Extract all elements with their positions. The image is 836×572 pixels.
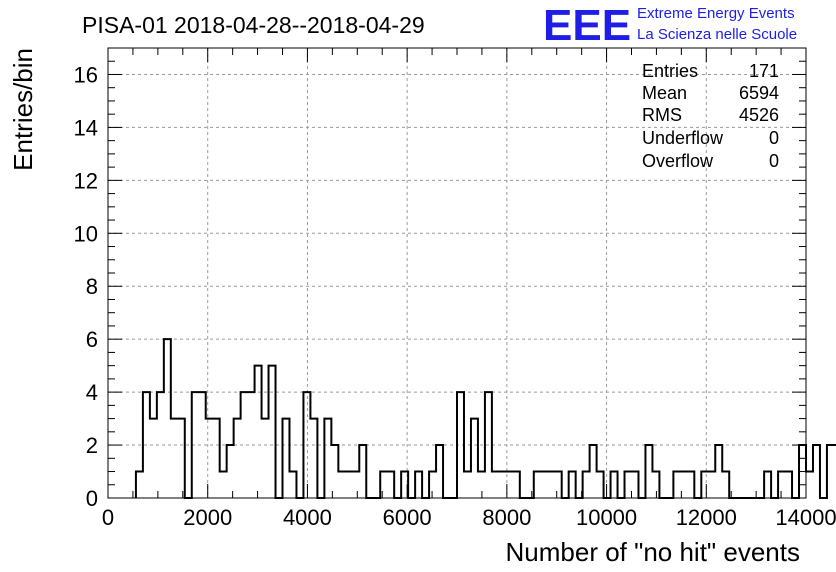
histogram-bin	[499, 472, 506, 498]
logo-line2: La Scienza nelle Scuole	[637, 26, 797, 43]
histogram-bin	[597, 472, 604, 498]
x-tick-label: 8000	[482, 505, 531, 530]
stats-mean-value: 6594	[739, 83, 779, 103]
histogram-bin	[785, 472, 792, 498]
histogram-bin	[220, 472, 227, 498]
histogram-bin	[150, 419, 157, 498]
stats-rms-label: RMS	[642, 105, 682, 125]
y-tick-label: 16	[74, 62, 98, 87]
stats-overflow-label: Overflow	[642, 151, 714, 171]
histogram-bin	[269, 366, 276, 498]
axes: 0 2000 4000 6000 8000 10000 12000 14000 0 2 4 6 8 10 1…	[74, 47, 836, 530]
histogram-bin	[387, 472, 394, 498]
stats-rms-value: 4526	[739, 105, 779, 125]
x-tick-label: 14000	[775, 505, 836, 530]
histogram-bin	[701, 472, 708, 498]
histogram-bin	[806, 472, 813, 498]
histogram-bin	[380, 472, 387, 498]
histogram-bin	[310, 419, 317, 498]
histogram-bin	[262, 419, 269, 498]
x-tick-label: 10000	[576, 505, 637, 530]
histogram-bin	[338, 472, 345, 498]
histogram-bin	[827, 445, 834, 498]
histogram-bin	[722, 472, 729, 498]
histogram-bin	[625, 472, 632, 498]
histogram-bin	[764, 472, 771, 498]
histogram-bin	[415, 472, 422, 498]
histogram-bin	[569, 472, 576, 498]
histogram-bin	[359, 445, 366, 498]
histogram-bin	[632, 472, 639, 498]
histogram-bin	[227, 445, 234, 498]
histogram-bin	[283, 419, 290, 498]
histogram-bin	[715, 445, 722, 498]
logo-mark: EEE	[543, 1, 631, 50]
histogram-bin	[178, 419, 185, 498]
histogram-bin	[583, 472, 590, 498]
logo-line1: Extreme Energy Events	[637, 5, 795, 22]
y-tick-label: 12	[74, 168, 98, 193]
y-axis-label: Entries/bin	[8, 48, 38, 171]
histogram-bin	[590, 445, 597, 498]
grid	[108, 48, 806, 498]
y-tick-label: 4	[86, 380, 98, 405]
histogram-bin	[436, 445, 443, 498]
x-axis-label: Number of "no hit" events	[506, 537, 801, 567]
x-tick-label: 4000	[283, 505, 332, 530]
x-tick-label: 2000	[183, 505, 232, 530]
histogram-bin	[708, 472, 715, 498]
histogram-bin	[206, 419, 213, 498]
y-tick-label: 6	[86, 327, 98, 352]
y-tick-label: 2	[86, 433, 98, 458]
histogram-bin	[255, 366, 262, 498]
histogram-bin	[345, 472, 352, 498]
x-tick-label: 12000	[676, 505, 737, 530]
histogram-bin	[464, 472, 471, 498]
histogram-bin	[136, 472, 143, 498]
histogram-bin	[352, 472, 359, 498]
histogram-bin	[471, 419, 478, 498]
histogram-bin	[164, 339, 171, 498]
stats-underflow-value: 0	[769, 128, 779, 148]
x-tick-label: 0	[102, 505, 114, 530]
y-tick-label: 8	[86, 274, 98, 299]
chart-title: PISA-01 2018-04-28--2018-04-29	[82, 12, 425, 38]
histogram-bin	[645, 445, 652, 498]
histogram-bin	[548, 472, 555, 498]
histogram-bin	[534, 472, 541, 498]
y-tick-label: 14	[74, 115, 98, 140]
histogram-bin	[541, 472, 548, 498]
stats-entries-value: 171	[749, 61, 779, 81]
histogram-bin	[213, 419, 220, 498]
histogram-bin	[611, 472, 618, 498]
histogram-bin	[234, 419, 241, 498]
histogram-bin	[171, 419, 178, 498]
histogram-bin	[555, 472, 562, 498]
logo: EEE Extreme Energy Events La Scienza nel…	[543, 1, 797, 50]
x-tick-label: 6000	[383, 505, 432, 530]
stats-entries-label: Entries	[642, 61, 698, 81]
stats-overflow-value: 0	[769, 151, 779, 171]
histogram-bin	[513, 472, 520, 498]
histogram-bin	[492, 472, 499, 498]
histogram-bin	[673, 472, 680, 498]
stats-box: Entries 171 Mean 6594 RMS 4526 Underflow…	[642, 61, 779, 171]
histogram-bin	[324, 419, 331, 498]
histogram-bin	[289, 472, 296, 498]
histogram-bin	[331, 445, 338, 498]
stats-mean-label: Mean	[642, 83, 687, 103]
stats-underflow-label: Underflow	[642, 128, 724, 148]
histogram-bin	[813, 445, 820, 498]
y-tick-label: 0	[86, 486, 98, 511]
y-tick-label: 10	[74, 221, 98, 246]
histogram-bin	[687, 472, 694, 498]
